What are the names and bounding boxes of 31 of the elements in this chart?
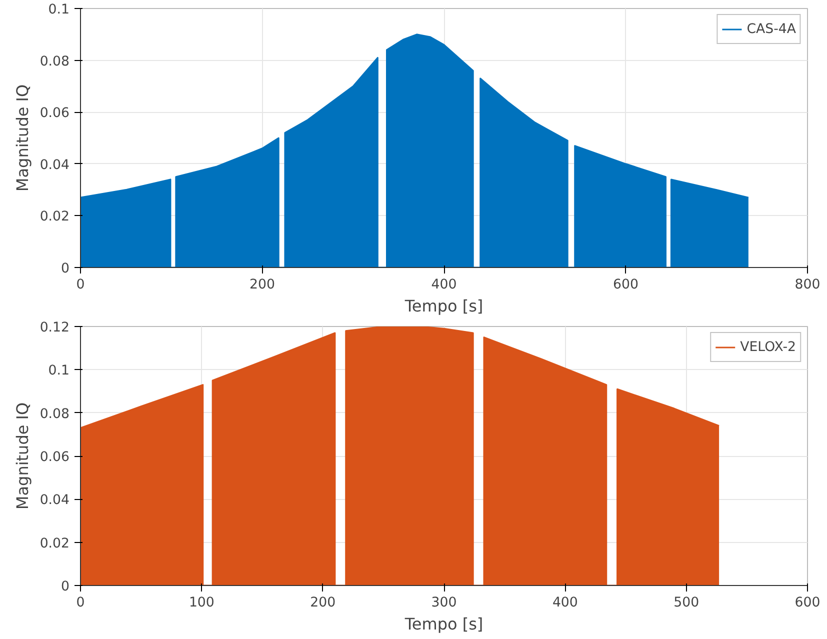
legend-label: VELOX-2	[740, 340, 796, 354]
y-tick-label: 0.02	[40, 536, 70, 552]
y-tick-label: 0.08	[40, 406, 70, 422]
y-tick-label: 0.06	[40, 106, 70, 122]
x-axis-title: Tempo [s]	[404, 614, 484, 634]
x-tick-label: 500	[674, 596, 700, 610]
y-tick-label: 0.06	[40, 450, 70, 465]
y-tick-label: 0.1	[48, 2, 70, 18]
x-tick-label: 600	[794, 596, 820, 610]
y-tick-label: 0.12	[40, 320, 70, 336]
y-axis-title: Magnitude IQ	[12, 84, 32, 192]
x-axis-title: Tempo [s]	[404, 296, 484, 316]
x-tick-label: 600	[613, 278, 638, 292]
x-tick-label: 800	[794, 278, 820, 292]
y-axis-title: Magnitude IQ	[12, 402, 32, 510]
y-tick-label: 0.02	[40, 210, 70, 225]
y-tick-label: 0.04	[40, 493, 70, 508]
legend-label: CAS-4A	[746, 22, 796, 36]
y-tick-label: 0	[61, 262, 70, 276]
x-tick-label: 400	[552, 596, 578, 610]
x-tick-label: 200	[310, 596, 336, 610]
x-tick-label: 100	[188, 596, 214, 610]
y-tick-label: 0.1	[48, 364, 70, 379]
x-tick-label: 400	[431, 278, 457, 292]
x-tick-label: 300	[431, 596, 457, 610]
y-tick-label: 0.08	[40, 54, 70, 70]
y-tick-label: 0	[61, 580, 70, 594]
x-tick-label: 0	[76, 596, 85, 610]
y-tick-label: 0.04	[40, 158, 70, 173]
x-tick-label: 200	[250, 278, 275, 292]
x-tick-label: 0	[76, 278, 85, 292]
